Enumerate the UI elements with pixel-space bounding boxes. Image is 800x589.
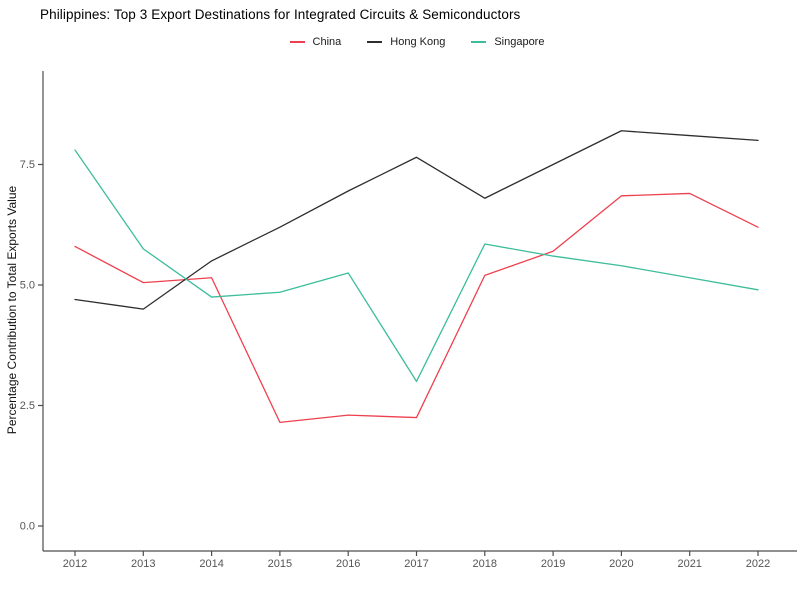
x-tick-label: 2018 <box>473 558 497 570</box>
x-tick-label: 2015 <box>268 558 292 570</box>
x-tick-label: 2014 <box>199 558 223 570</box>
legend-swatch-singapore-icon <box>471 41 487 43</box>
legend-swatch-china-icon <box>289 41 305 43</box>
y-tick-label: 0.0 <box>20 521 35 533</box>
x-tick-label: 2020 <box>609 558 633 570</box>
x-tick-label: 2017 <box>404 558 428 570</box>
series-line-china <box>74 192 759 424</box>
series-line-hong-kong <box>74 130 759 310</box>
legend: China Hong Kong Singapore <box>0 36 800 48</box>
chart-title: Philippines: Top 3 Export Destinations f… <box>40 7 521 22</box>
legend-label-singapore: Singapore <box>494 36 545 48</box>
x-tick-label: 2013 <box>131 558 155 570</box>
legend-item-china: China <box>289 36 342 48</box>
y-tick-label: 5.0 <box>20 280 35 292</box>
y-tick-label: 2.5 <box>20 400 35 412</box>
x-tick-label: 2021 <box>677 558 701 570</box>
y-tick-label: 7.5 <box>20 159 35 171</box>
x-tick-label: 2012 <box>63 558 87 570</box>
x-tick-label: 2016 <box>336 558 360 570</box>
legend-label-hong-kong: Hong Kong <box>390 36 446 48</box>
legend-item-singapore: Singapore <box>471 36 544 48</box>
legend-swatch-hong-kong-icon <box>367 41 383 43</box>
x-tick-label: 2019 <box>541 558 565 570</box>
x-tick-label: 2022 <box>746 558 770 570</box>
legend-label-china: China <box>312 36 342 48</box>
series-line-singapore <box>74 149 759 383</box>
legend-item-hong-kong: Hong Kong <box>367 36 445 48</box>
